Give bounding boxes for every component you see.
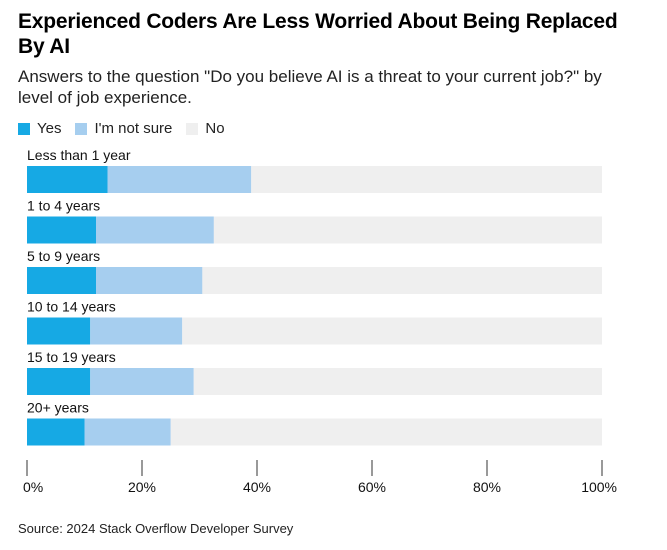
bar-segment-no <box>170 418 602 446</box>
bar-segment-yes <box>27 317 91 345</box>
bar-segment-no <box>213 216 602 244</box>
legend-item-not-sure: I'm not sure <box>75 120 172 137</box>
legend: Yes I'm not sure No <box>18 120 239 137</box>
bar-segment-yes <box>27 166 108 193</box>
legend-item-yes: Yes <box>18 120 61 137</box>
category-label: 15 to 19 years <box>27 349 116 365</box>
chart-title: Experienced Coders Are Less Worried Abou… <box>18 10 618 58</box>
bar-segment-not-sure <box>90 368 194 395</box>
category-label: Less than 1 year <box>27 147 131 163</box>
stacked-bar-chart: Less than 1 year 1 to 4 years 5 to 9 years… <box>23 147 617 495</box>
bar-segment-not-sure <box>84 418 171 446</box>
x-tick-label: 0% <box>23 479 43 495</box>
source-note: Source: 2024 Stack Overflow Developer Su… <box>18 521 294 536</box>
category-label: 20+ years <box>27 400 89 416</box>
legend-label-yes: Yes <box>37 120 62 137</box>
bar-segment-yes <box>27 418 85 446</box>
x-tick-label: 60% <box>358 479 386 495</box>
category-label: 1 to 4 years <box>27 198 100 214</box>
legend-swatch-no <box>186 122 199 135</box>
x-tick-label: 20% <box>128 479 156 495</box>
legend-swatch-not-sure <box>75 122 88 135</box>
bar-segment-no <box>202 267 602 294</box>
legend-label-no: No <box>205 120 225 137</box>
category-label: 10 to 14 years <box>27 299 116 315</box>
bar-segment-no <box>182 317 602 345</box>
chart-subtitle: Answers to the question "Do you believe … <box>18 67 602 107</box>
legend-label-not-sure: I'm not sure <box>94 120 173 137</box>
bar-segment-no <box>193 368 602 395</box>
category-label: 5 to 9 years <box>27 248 100 264</box>
x-tick-label: 100% <box>581 479 617 495</box>
x-tick-label: 40% <box>243 479 271 495</box>
x-tick-label: 80% <box>473 479 501 495</box>
bar-segment-not-sure <box>96 267 203 294</box>
bar-segment-no <box>251 166 602 193</box>
legend-swatch-yes <box>18 122 30 135</box>
bar-segment-not-sure <box>96 216 214 244</box>
bar-segment-not-sure <box>90 317 183 345</box>
legend-item-no: No <box>186 120 225 137</box>
bar-segment-yes <box>27 216 96 244</box>
bar-segment-yes <box>27 267 96 294</box>
bar-segment-yes <box>27 368 91 395</box>
bar-segment-not-sure <box>107 166 252 193</box>
